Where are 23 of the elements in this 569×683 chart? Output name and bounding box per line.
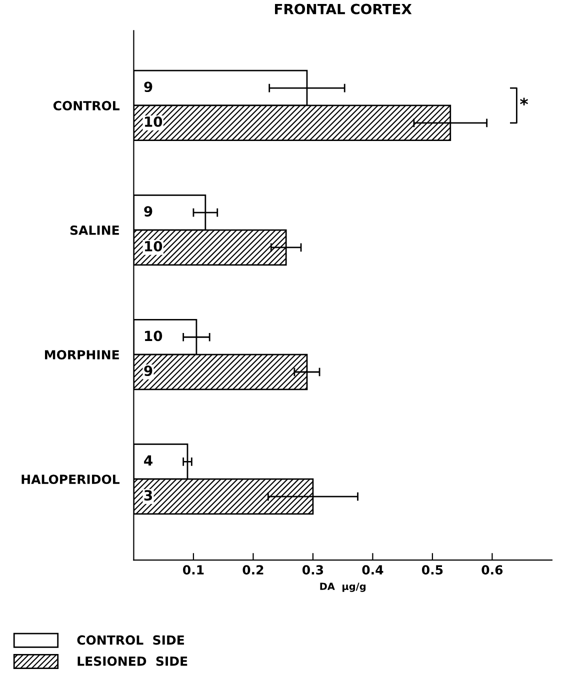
- annotation: 10: [145, 116, 162, 127]
- x-tick-label: 0.5: [422, 565, 443, 575]
- x-tick-label: 0.1: [182, 565, 204, 575]
- annotation: 9: [144, 366, 152, 376]
- annotation: *: [520, 98, 528, 106]
- y-tick-label: HALOPERIDOL: [22, 474, 120, 484]
- y-tick-label: SALINE: [70, 225, 119, 235]
- x-tick-label: 0.2: [242, 565, 264, 575]
- legend-label: LESIONED SIDE: [78, 656, 188, 666]
- y-tick-label: MORPHINE: [45, 350, 119, 360]
- x-tick-label: 0.4: [362, 565, 384, 575]
- x-tick-label: 0.6: [482, 565, 503, 575]
- x-axis-title: DA µg/g: [320, 582, 366, 592]
- annotation: 9: [144, 82, 152, 92]
- y-tick-label: CONTROL: [53, 100, 120, 110]
- annotation: 3: [144, 490, 152, 501]
- annotation: 10: [145, 240, 162, 252]
- chart-title: FRONTAL CORTEX: [275, 4, 412, 14]
- annotation: 9: [144, 206, 152, 217]
- legend-label: CONTROL SIDE: [77, 635, 184, 645]
- annotation: 4: [144, 455, 152, 466]
- annotation: 10: [145, 330, 162, 342]
- x-tick-label: 0.3: [302, 565, 324, 575]
